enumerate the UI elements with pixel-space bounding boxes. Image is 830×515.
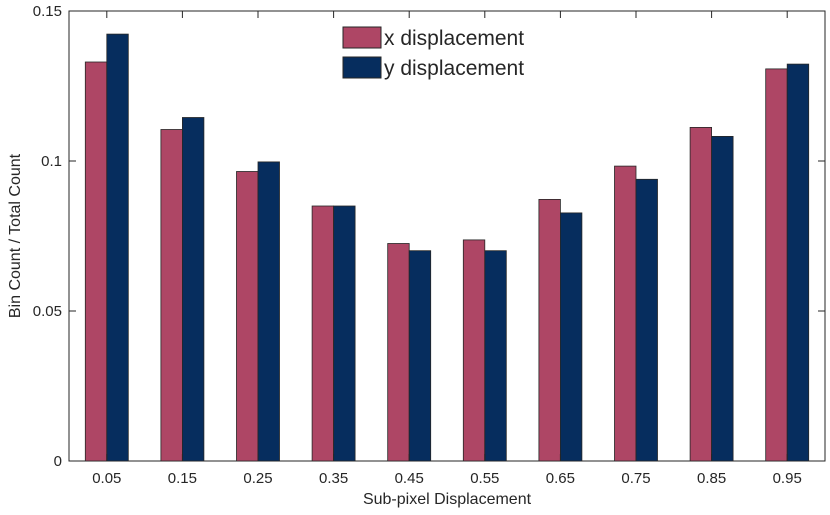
bar-x-displacement-0.65 <box>538 198 561 462</box>
x-tick-label: 0.35 <box>319 470 348 487</box>
x-axis-label: Sub-pixel Displacement <box>363 491 532 508</box>
x-tick-label: 0.55 <box>470 470 499 487</box>
y-tick-label: 0.15 <box>33 3 62 20</box>
bar-x-displacement-0.35 <box>311 205 335 462</box>
bar-x-displacement-0.25 <box>236 171 259 462</box>
y-axis: 0 0.05 0.1 0.15 <box>33 3 825 470</box>
legend-label-x: x displacement <box>384 27 524 50</box>
x-tick-label: 0.25 <box>243 470 272 487</box>
bar-y-displacement-0.15 <box>181 117 205 462</box>
bar-x-displacement-0.45 <box>387 243 410 462</box>
bar-x-displacement-0.55 <box>462 239 486 462</box>
bar-x-displacement-0.85 <box>689 127 712 462</box>
bar-x-displacement-0.05 <box>84 61 108 462</box>
x-tick-label: 0.85 <box>697 470 726 487</box>
bar-y-displacement-0.45 <box>408 250 432 462</box>
legend-label-y: y displacement <box>384 57 524 80</box>
y-tick-label: 0 <box>54 453 62 470</box>
bar-y-displacement-0.95 <box>786 63 810 462</box>
bar-x-displacement-0.75 <box>614 165 637 462</box>
bar-x-displacement-0.15 <box>160 129 183 462</box>
bar-x-displacement-0.95 <box>765 68 788 462</box>
x-tick-label: 0.15 <box>168 470 197 487</box>
bar-y-displacement-0.55 <box>484 250 507 462</box>
legend-swatch-y <box>342 56 382 79</box>
legend: x displacement y displacement <box>342 26 524 80</box>
bar-y-displacement-0.65 <box>560 212 583 462</box>
x-tick-label: 0.45 <box>395 470 424 487</box>
x-axis: 0.05 0.15 0.25 0.35 0.45 0.55 0.65 0.75 0.85 0.95 <box>92 11 802 487</box>
bar-y-displacement-0.85 <box>711 135 734 462</box>
bar-y-displacement-0.75 <box>635 178 658 462</box>
x-tick-label: 0.65 <box>546 470 575 487</box>
x-tick-label: 0.75 <box>621 470 650 487</box>
y-axis-label: Bin Count / Total Count <box>7 153 24 318</box>
bar-y-displacement-0.35 <box>333 205 356 462</box>
y-tick-label: 0.05 <box>33 303 62 320</box>
bars-group <box>84 33 810 462</box>
x-tick-label: 0.95 <box>773 470 802 487</box>
bar-y-displacement-0.05 <box>106 33 129 462</box>
legend-swatch-x <box>342 26 382 49</box>
bar-y-displacement-0.25 <box>257 161 280 462</box>
y-tick-label: 0.1 <box>41 153 62 170</box>
x-tick-label: 0.05 <box>92 470 121 487</box>
